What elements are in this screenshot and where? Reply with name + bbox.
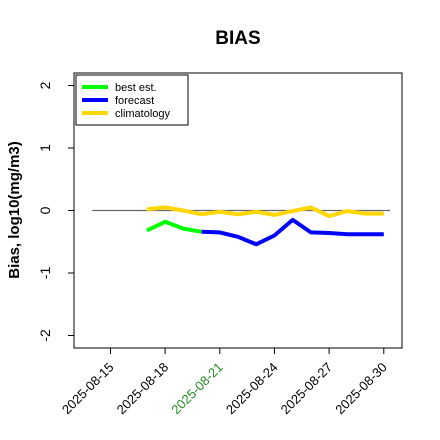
y-axis: -2 -1 0 1 2 [37, 81, 74, 342]
series-line-best-est [146, 219, 202, 234]
x-tick-label: 2025-08-30 [332, 360, 390, 418]
x-tick-label: 2025-08-18 [114, 360, 172, 418]
series-line-climatology [146, 205, 384, 219]
x-tick-label: 2025-08-15 [59, 360, 117, 418]
legend-entry-label: best est. [115, 82, 157, 94]
y-tick-label: -2 [37, 329, 53, 342]
legend-entry-label: forecast [115, 95, 154, 107]
chart-title: BIAS [215, 28, 260, 49]
x-tick-label: 2025-08-27 [278, 360, 336, 418]
x-tick-label: 2025-08-24 [223, 360, 281, 418]
x-tick-label: 2025-08-21 [168, 360, 226, 418]
y-tick-label: -1 [37, 267, 53, 280]
y-axis-label: Bias, log10(mg/m3) [6, 141, 23, 279]
y-tick-label: 0 [37, 206, 53, 214]
y-tick-label: 2 [37, 81, 53, 89]
legend-entry-label: climatology [115, 108, 171, 120]
y-tick-label: 1 [37, 144, 53, 152]
series-layer [146, 205, 384, 247]
x-axis: 2025-08-152025-08-182025-08-212025-08-24… [59, 348, 390, 417]
series-line-forecast [201, 217, 384, 247]
